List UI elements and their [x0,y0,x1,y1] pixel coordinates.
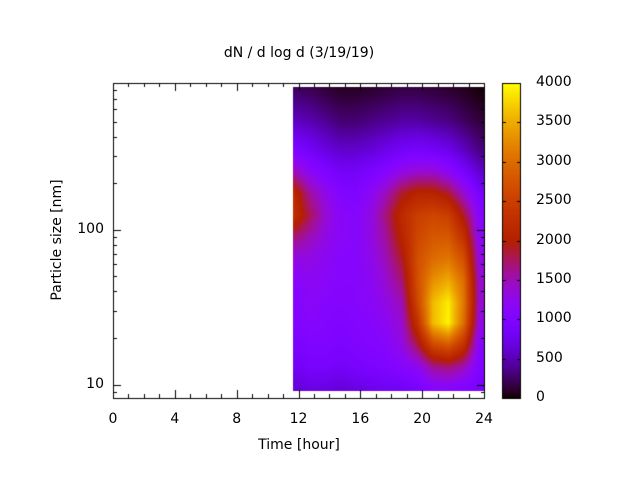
colorbar-tick-label: 4000 [536,74,572,90]
colorbar-tick-label: 1000 [536,310,572,327]
y-tick-label: 100 [77,220,104,237]
x-tick-label: 20 [413,411,432,427]
colorbar-tick-label: 3000 [536,152,572,169]
y-axis-label: Particle size [nm] [49,179,65,301]
colorbar-tick-label: 3500 [536,113,572,130]
colorbar-tick-label: 2500 [536,192,572,209]
colorbar-tick-label: 0 [536,389,545,405]
chart-title: dN / d log d (3/19/19) [223,45,375,61]
x-tick-label: 24 [475,411,493,427]
x-tick-label: 8 [232,411,242,427]
x-tick-label: 4 [170,411,180,427]
x-tick-label: 12 [289,411,308,427]
colorbar-tick-label: 1500 [536,270,572,287]
y-tick-label: 10 [86,375,104,392]
x-tick-label: 16 [351,411,370,427]
x-tick-label: 0 [108,411,118,427]
colorbar-tick-label: 500 [536,349,563,366]
x-axis-label: Time [hour] [258,437,340,453]
colorbar-tick-label: 2000 [536,231,572,248]
